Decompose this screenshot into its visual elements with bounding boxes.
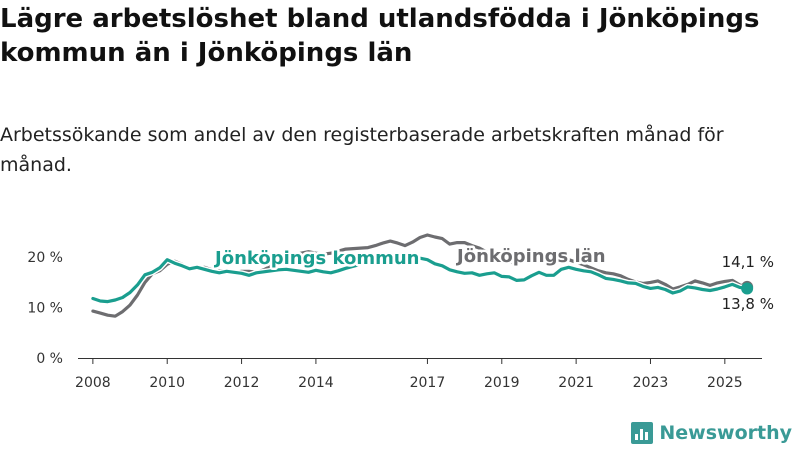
x-tick-label: 2023 [633,375,669,391]
x-tick-label: 2025 [707,375,743,391]
chart-lines [89,232,754,320]
series-line-kommun [91,256,749,304]
x-tick-label: 2012 [224,375,260,391]
bar-chart-icon [631,422,654,444]
end-value-label-lan: 14,1 % [722,253,774,271]
y-tick-label: 10 % [27,301,63,317]
newsworthy-logo: Newsworthy [631,422,792,444]
x-tick-label: 2014 [298,375,334,391]
x-tick-label: 2010 [149,375,185,391]
x-tick-label: 2019 [484,375,520,391]
end-point-kommun [741,282,754,295]
x-tick-label: 2021 [558,375,594,391]
series-line-lan [91,233,749,318]
chart-title: Lägre arbetslöshet bland utlandsfödda i … [0,4,760,68]
chart-axes: 0 % 10 % 20 % 2008 2010 2012 2014 2017 2019 2021 2… [27,250,762,391]
y-tick-label: 0 % [36,351,63,367]
series-line-halo [89,232,751,320]
brand-name: Newsworthy [659,422,792,444]
series-label-lan: Jönköpings län [455,246,606,267]
chart-subtitle: Arbetssökande som andel av den registerb… [0,124,724,176]
end-value-label-kommun: 13,8 % [722,295,774,313]
chart-labels: Jönköpings kommun Jönköpings län 14,1 % 13,… [211,244,775,314]
x-tick-label: 2008 [75,375,111,391]
series-label-kommun: Jönköpings kommun [213,248,419,269]
x-tick-label: 2017 [410,375,446,391]
y-tick-label: 20 % [27,250,63,266]
